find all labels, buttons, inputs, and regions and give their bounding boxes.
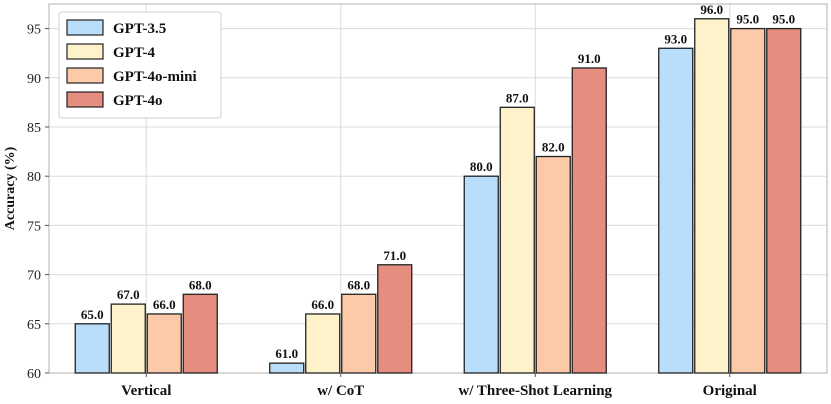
bar: [377, 264, 413, 374]
bar: [571, 67, 607, 374]
legend-swatch: [66, 19, 104, 36]
data-label: 61.0: [275, 346, 298, 361]
bar: [658, 47, 694, 374]
y-tick-label: 75: [27, 219, 41, 234]
y-tick-label: 90: [27, 72, 41, 87]
data-label: 91.0: [578, 51, 601, 66]
bar: [463, 175, 499, 374]
data-label: 96.0: [700, 2, 723, 17]
data-label: 95.0: [736, 12, 759, 27]
bars-layer: [74, 18, 802, 374]
y-ticks-layer: 60 65 70 75 80 85 90 95: [27, 23, 49, 382]
y-tick-label: 80: [27, 170, 41, 185]
bar: [766, 27, 802, 374]
x-ticks-layer: Vertical w/ CoT w/ Three-Shot Learning Orig…: [121, 373, 757, 399]
x-tick-label: Original: [703, 383, 757, 399]
data-label: 71.0: [383, 248, 406, 263]
bar: [341, 293, 377, 374]
legend-label: GPT-4o: [113, 93, 162, 109]
legend-label: GPT-4: [113, 45, 155, 61]
data-label: 93.0: [664, 31, 687, 46]
bar: [110, 303, 146, 374]
data-label: 66.0: [153, 297, 176, 312]
y-axis-label: Accuracy (%): [3, 146, 18, 230]
data-label: 82.0: [542, 140, 565, 155]
bar: [305, 313, 341, 374]
y-tick-label: 60: [27, 367, 41, 382]
x-tick-label: Vertical: [121, 383, 171, 399]
bar: [499, 106, 535, 374]
bar: [146, 313, 182, 374]
y-tick-label: 95: [27, 23, 41, 38]
legend: GPT-3.5 GPT-4 GPT-4o-mini GPT-4o: [58, 11, 222, 119]
bar: [74, 323, 110, 374]
data-labels-layer: 65.0 67.0 66.0 68.0 61.0 66.0 68.0 71.0 80.0 87.0…: [81, 2, 795, 361]
plot-frame: [48, 3, 828, 374]
bar: [694, 18, 730, 374]
y-tick-label: 65: [27, 318, 41, 333]
x-tick-label: w/ CoT: [317, 383, 364, 399]
legend-label: GPT-3.5: [113, 21, 166, 37]
data-label: 95.0: [772, 12, 795, 27]
bar: [269, 362, 305, 374]
data-label: 66.0: [311, 297, 334, 312]
data-label: 68.0: [347, 277, 370, 292]
data-label: 65.0: [81, 307, 104, 322]
bar: [730, 27, 766, 374]
legend-label: GPT-4o-mini: [113, 69, 197, 85]
y-tick-label: 85: [27, 121, 41, 136]
y-tick-label: 70: [27, 269, 41, 284]
data-label: 87.0: [506, 90, 529, 105]
legend-swatch: [66, 43, 104, 60]
data-label: 80.0: [470, 159, 493, 174]
legend-swatch: [66, 91, 104, 108]
x-tick-label: w/ Three-Shot Learning: [458, 383, 612, 399]
bar: [535, 155, 571, 374]
bar: [182, 293, 218, 374]
legend-swatch: [66, 67, 104, 84]
data-label: 67.0: [117, 287, 140, 302]
data-label: 68.0: [189, 277, 212, 292]
